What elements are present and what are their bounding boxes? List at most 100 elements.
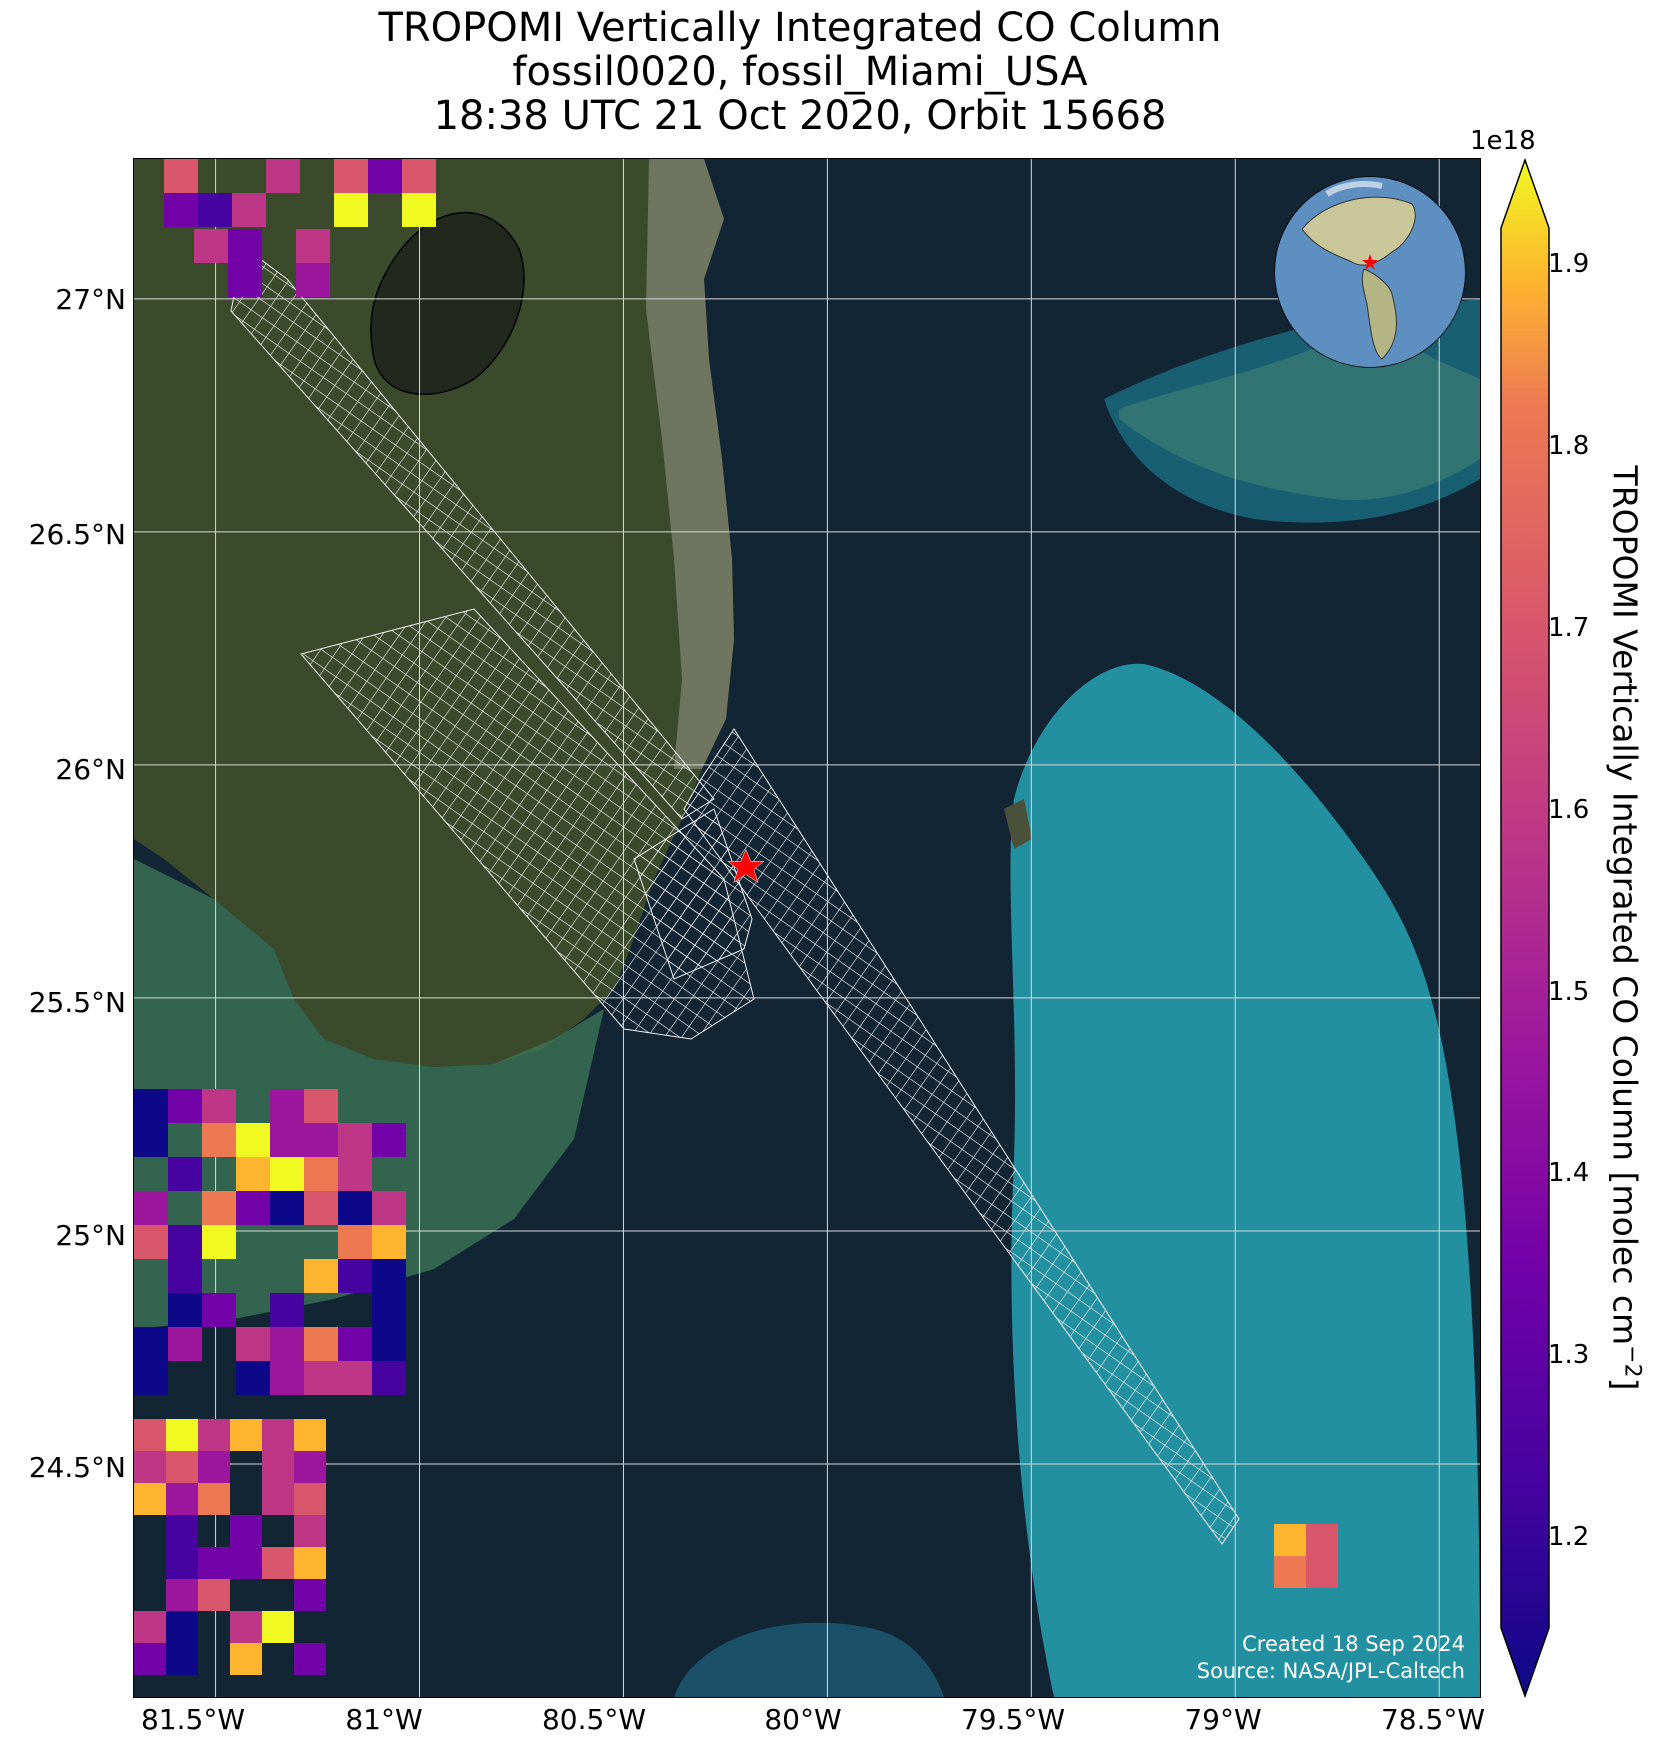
co-pixel [202,1293,236,1327]
urban-coastline [646,159,734,769]
co-pixel [166,1451,198,1483]
lon-tick-78-5: 78.5°W [1380,1703,1486,1736]
lake-okeechobee [370,212,525,396]
co-pixel [368,159,402,193]
co-pixel [134,1483,166,1515]
co-pixel [262,1547,294,1579]
co-pixel [134,1451,166,1483]
source-credit-text: Source: NASA/JPL-Caltech [1196,1659,1465,1683]
co-pixel [168,1259,202,1293]
co-pixel [168,1225,202,1259]
co-pixel [166,1483,198,1515]
co-pixel [232,193,266,227]
co-pixel [262,1451,294,1483]
co-pixel [228,229,262,263]
co-pixel [294,1483,326,1515]
co-pixel [236,1361,270,1395]
co-pixel [338,1191,372,1225]
colorbar-tick-label: 1.6 [1548,794,1590,825]
co-pixel [236,1191,270,1225]
co-pixel [270,1327,304,1361]
co-pixel [198,1483,230,1515]
lon-tick-80-5: 80.5°W [541,1703,647,1736]
co-pixel [168,1089,202,1123]
co-pixel [372,1259,406,1293]
co-pixel [134,1419,166,1451]
co-pixel [304,1259,338,1293]
co-pixel [168,1293,202,1327]
co-pixel [134,1225,168,1259]
co-pixel [304,1191,338,1225]
inset-globe [1274,176,1466,368]
co-pixel [230,1515,262,1547]
co-pixel [164,159,198,193]
co-pixel [134,1643,166,1675]
co-pixel [134,1327,168,1361]
co-pixel [334,193,368,227]
co-pixel [262,1419,294,1451]
co-pixel [338,1123,372,1157]
co-pixel [372,1123,406,1157]
colorbar-label-exponent: −2 [1619,1345,1645,1378]
co-pixel [296,229,330,263]
co-pixel [402,193,436,227]
co-pixel [228,263,262,297]
colorbar-label-text: TROPOMI Vertically Integrated CO Column … [1605,465,1645,1346]
tropomi-swath-4 [633,808,753,980]
co-pixel [270,1361,304,1395]
co-pixel [134,1123,168,1157]
co-pixel [134,1089,168,1123]
colorbar-body [1500,158,1550,1698]
co-pixel [166,1515,198,1547]
co-pixel [270,1191,304,1225]
bimini-islands [1004,799,1032,849]
co-pixel [270,1089,304,1123]
colorbar-tick-marks [1549,263,1550,1538]
co-pixel [294,1419,326,1451]
co-pixel [372,1225,406,1259]
co-pixel [198,1451,230,1483]
co-pixel [294,1547,326,1579]
title-line-3: 18:38 UTC 21 Oct 2020, Orbit 15668 [433,93,1167,139]
co-pixel [270,1123,304,1157]
co-pixel [338,1327,372,1361]
site-star-marker[interactable] [727,848,765,884]
co-pixel [230,1419,262,1451]
co-pixel [372,1191,406,1225]
co-pixel [194,229,228,263]
colorbar-label: TROPOMI Vertically Integrated CO Column … [1606,466,1645,1391]
colorbar-label-end: ] [1605,1377,1645,1391]
co-pixel [270,1293,304,1327]
tropomi-swath-2 [683,728,1240,1545]
co-pixel [1306,1524,1338,1556]
co-pixel [262,1483,294,1515]
co-pixel [372,1327,406,1361]
co-pixel [168,1157,202,1191]
co-pixel [164,193,198,227]
co-pixel [236,1327,270,1361]
co-pixel [338,1157,372,1191]
lat-tick-27: 27°N [55,283,126,316]
co-pixel [262,1611,294,1643]
co-pixel [1306,1556,1338,1588]
title-line-1: TROPOMI Vertically Integrated CO Column [378,5,1222,51]
colorbar-tick-label: 1.7 [1548,613,1590,643]
co-pixel [230,1547,262,1579]
co-pixel [304,1123,338,1157]
co-pixel [304,1089,338,1123]
co-pixel [168,1327,202,1361]
co-pixel [338,1225,372,1259]
lon-tick-81: 81°W [345,1703,423,1736]
co-pixel [294,1451,326,1483]
map-panel[interactable] [133,158,1481,1698]
lat-tick-26: 26°N [55,753,126,786]
lat-tick-25: 25°N [55,1219,126,1252]
co-pixel [236,1123,270,1157]
co-pixel [338,1361,372,1395]
map-svg [134,159,1480,1697]
lon-tick-79-5: 79.5°W [960,1703,1066,1736]
created-date-text: Created 18 Sep 2024 [1242,1632,1465,1656]
co-pixel [166,1547,198,1579]
co-pixel [294,1515,326,1547]
